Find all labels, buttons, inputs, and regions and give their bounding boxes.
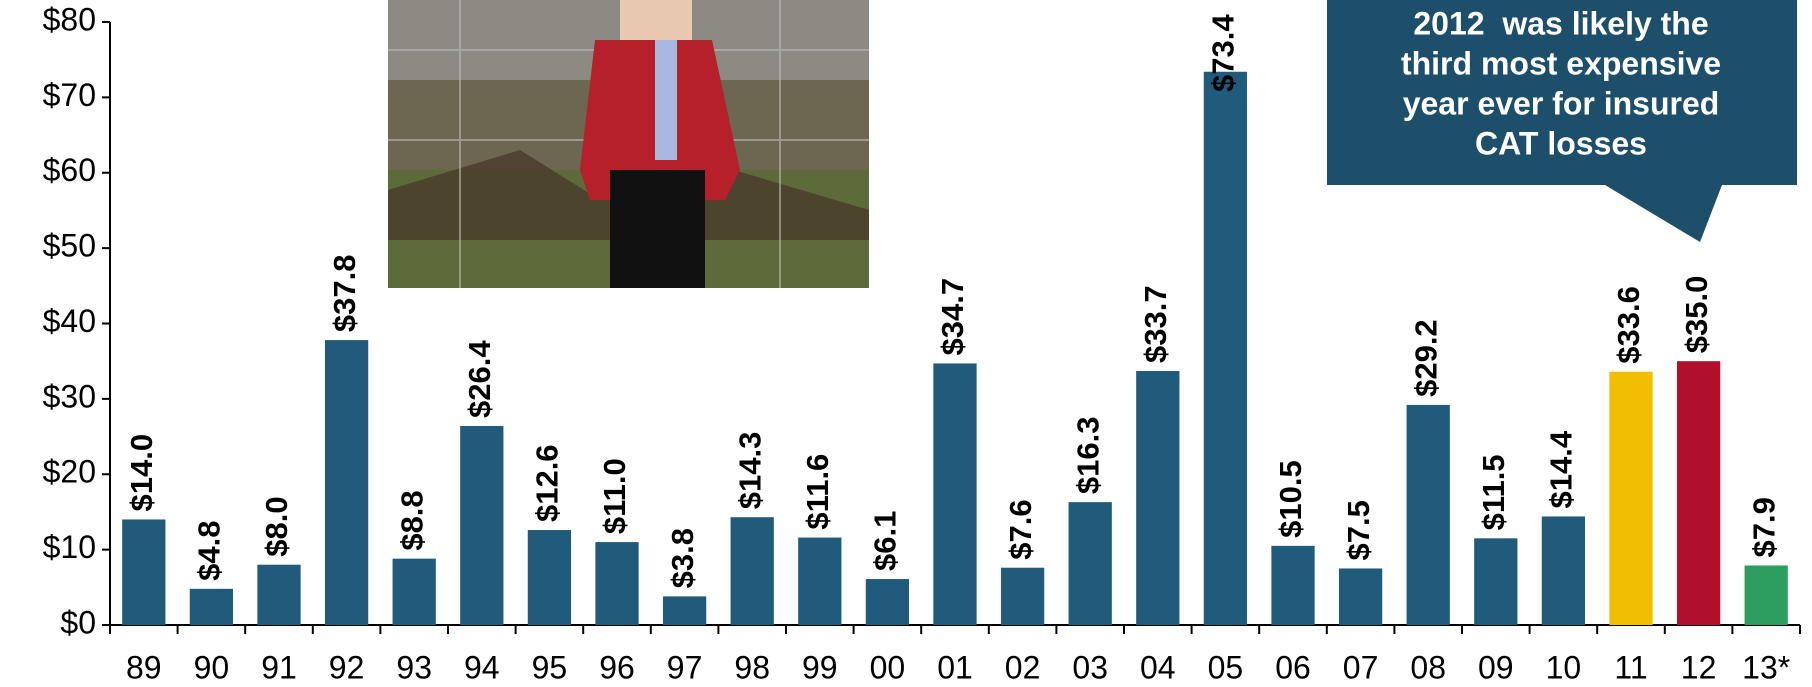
bar [865, 579, 910, 625]
bar [324, 340, 369, 625]
value-label: $14.4 [1544, 430, 1579, 508]
x-tick-label: 02 [1005, 649, 1041, 685]
value-label: $33.7 [1138, 285, 1173, 363]
value-label: $34.7 [935, 278, 970, 356]
y-tick-label: $40 [43, 303, 96, 339]
value-label: $11.0 [597, 458, 632, 534]
x-tick-label: 07 [1343, 649, 1379, 685]
bar [1474, 538, 1518, 625]
x-tick-label: 94 [464, 649, 500, 685]
bar [1676, 361, 1721, 625]
x-tick-label: 10 [1546, 649, 1582, 685]
x-tick-label: 13* [1742, 649, 1790, 685]
bar [122, 519, 166, 625]
x-tick-label: 11 [1614, 649, 1647, 685]
y-tick-label: $70 [43, 77, 96, 113]
x-tick-label: 99 [802, 649, 838, 685]
value-label: $10.5 [1273, 460, 1308, 538]
bar [460, 426, 504, 625]
bar [527, 530, 572, 625]
bar [1203, 71, 1248, 625]
value-label: $33.6 [1611, 286, 1646, 364]
bar [1406, 404, 1450, 625]
bar [1744, 565, 1788, 625]
value-label: $6.1 [868, 511, 903, 571]
x-tick-label: 00 [870, 649, 906, 685]
bar [257, 564, 301, 625]
value-label: $7.6 [1003, 499, 1038, 559]
x-tick-label: 92 [329, 649, 365, 685]
y-tick-label: $0 [60, 604, 96, 640]
annotation: third most expensive [1401, 45, 1721, 81]
bar [1000, 567, 1045, 625]
value-label: $8.0 [259, 496, 294, 556]
bar [1609, 371, 1653, 625]
bar [595, 542, 639, 625]
x-tick-label: 90 [194, 649, 230, 685]
bar [1068, 502, 1112, 625]
annotation: 2012 was likely the [1413, 5, 1708, 41]
x-tick-label: 01 [937, 649, 973, 685]
x-tick-label: 96 [599, 649, 635, 685]
bar [1271, 545, 1315, 625]
callout [1327, 0, 1797, 242]
value-label: $26.4 [462, 340, 497, 418]
y-tick-label: $10 [43, 529, 96, 565]
value-label: $73.4 [1206, 14, 1241, 92]
annotation: CAT losses [1475, 125, 1647, 161]
x-tick-label: 98 [734, 649, 770, 685]
x-tick-label: 04 [1140, 649, 1176, 685]
bar [798, 537, 842, 625]
x-tick-label: 06 [1275, 649, 1311, 685]
value-label: $7.5 [1341, 500, 1376, 560]
bar [1136, 370, 1180, 625]
value-label: $11.5 [1476, 454, 1511, 530]
y-tick-label: $60 [43, 152, 96, 188]
bar [933, 363, 977, 625]
bar [730, 517, 774, 625]
x-tick-label: 91 [261, 649, 297, 685]
value-label: $35.0 [1679, 276, 1714, 354]
x-tick-label: 03 [1072, 649, 1108, 685]
x-tick-label: 95 [532, 649, 568, 685]
y-tick-label: $30 [43, 378, 96, 414]
bar [1338, 568, 1383, 625]
bar [1541, 516, 1586, 625]
x-tick-label: 08 [1410, 649, 1446, 685]
value-label: $8.8 [394, 490, 429, 550]
value-label: $29.2 [1408, 319, 1443, 397]
value-label: $14.3 [732, 432, 767, 510]
value-label: $3.8 [665, 528, 700, 588]
x-tick-label: 93 [396, 649, 432, 685]
bar [662, 596, 707, 625]
value-label: $7.9 [1746, 497, 1781, 557]
x-tick-label: 12 [1681, 649, 1717, 685]
bar [392, 558, 436, 625]
bar [189, 588, 234, 625]
photo [388, 0, 869, 288]
y-tick-label: $80 [43, 1, 96, 37]
y-tick-label: $50 [43, 228, 96, 264]
value-label: $4.8 [192, 520, 227, 580]
x-tick-label: 89 [126, 649, 162, 685]
y-tick-label: $20 [43, 454, 96, 490]
x-tick-label: 09 [1478, 649, 1514, 685]
value-label: $11.6 [800, 454, 835, 530]
x-tick-label: 97 [667, 649, 703, 685]
x-tick-label: 05 [1208, 649, 1244, 685]
value-label: $37.8 [327, 255, 362, 333]
value-label: $14.0 [124, 434, 159, 512]
value-label: $12.6 [530, 444, 565, 522]
value-label: $16.3 [1070, 417, 1105, 495]
annotation: year ever for insured [1403, 85, 1720, 121]
